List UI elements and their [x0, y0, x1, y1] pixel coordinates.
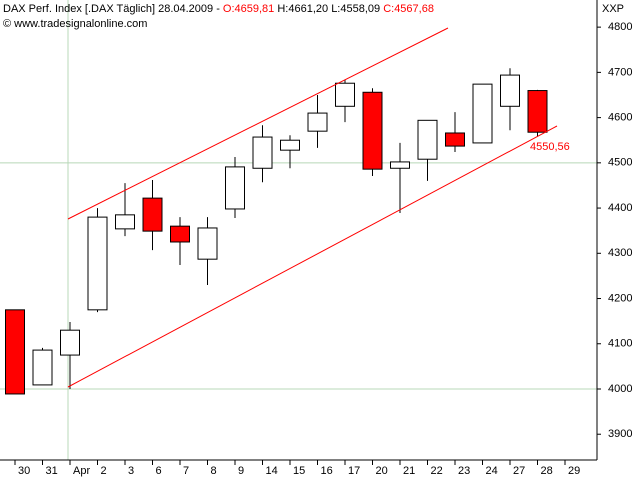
x-tick-label: 6 [156, 465, 162, 477]
channel-lower [67, 125, 558, 388]
candle-body [500, 74, 520, 107]
y-tick-label: 4300 [608, 247, 632, 259]
x-tick-label: 22 [431, 465, 443, 477]
candle-body [60, 329, 80, 356]
ohlc-low: L:4558,09 [331, 3, 380, 15]
x-tick-label: 14 [266, 465, 278, 477]
candle-body [142, 197, 163, 232]
x-tick-label: 3 [128, 465, 134, 477]
ohlc-close: C:4567,68 [383, 3, 434, 15]
x-tick-label: 31 [46, 465, 58, 477]
y-tick-label: 4100 [608, 338, 632, 350]
annotation: 4550,56 [530, 141, 570, 153]
x-tick-label: 20 [376, 465, 388, 477]
y-tick-label: 4000 [608, 383, 632, 395]
candle-body [115, 214, 135, 230]
header-text: DAX Perf. Index [.DAX Täglich] 28.04.200… [3, 3, 220, 15]
candle-body [445, 132, 465, 147]
y-tick-label: 4400 [608, 202, 632, 214]
header: DAX Perf. Index [.DAX Täglich] 28.04.200… [3, 3, 434, 15]
candle-body [362, 91, 383, 170]
x-tick-label: 28 [541, 465, 553, 477]
x-tick-label: 7 [183, 465, 189, 477]
y-tick-label: 4500 [608, 157, 632, 169]
y-tick-label: 4700 [608, 66, 632, 78]
ohlc-high: H:4661,20 [277, 3, 328, 15]
subtitle: © www.tradesignalonline.com [3, 18, 147, 30]
candle-body [197, 227, 218, 260]
candle-body [87, 216, 108, 311]
x-tick-label: 21 [403, 465, 415, 477]
candle-body [527, 90, 548, 133]
x-tick-label: 8 [211, 465, 217, 477]
candle-body [417, 119, 438, 160]
x-tick-label: 9 [238, 465, 244, 477]
candle-body [307, 112, 328, 132]
x-tick-label: 27 [513, 465, 525, 477]
candle-body [335, 82, 355, 107]
x-tick-label: 29 [568, 465, 580, 477]
candle-body [32, 349, 53, 386]
x-tick-label: 2 [101, 465, 107, 477]
candle-body [225, 166, 245, 210]
y-tick-label: 4200 [608, 292, 632, 304]
candle-body [472, 83, 493, 144]
channel-upper [67, 27, 449, 220]
x-tick-label: 30 [18, 465, 30, 477]
x-tick-label: 17 [348, 465, 360, 477]
y-tick-label: 4600 [608, 112, 632, 124]
candle-body [390, 161, 410, 169]
y-tick-label: 4800 [608, 21, 632, 33]
candle-body [5, 309, 25, 395]
x-tick-label: Apr [73, 465, 90, 477]
y-tick-label: 3900 [608, 428, 632, 440]
x-tick-label: 16 [321, 465, 333, 477]
candle-body [170, 225, 190, 243]
x-tick-label: 15 [293, 465, 305, 477]
axis-label: XXP [602, 3, 624, 15]
candle-body [252, 136, 273, 169]
candle-body [280, 139, 300, 151]
x-tick-label: 24 [486, 465, 498, 477]
x-tick-label: 23 [458, 465, 470, 477]
ohlc-open: O:4659,81 [223, 3, 274, 15]
